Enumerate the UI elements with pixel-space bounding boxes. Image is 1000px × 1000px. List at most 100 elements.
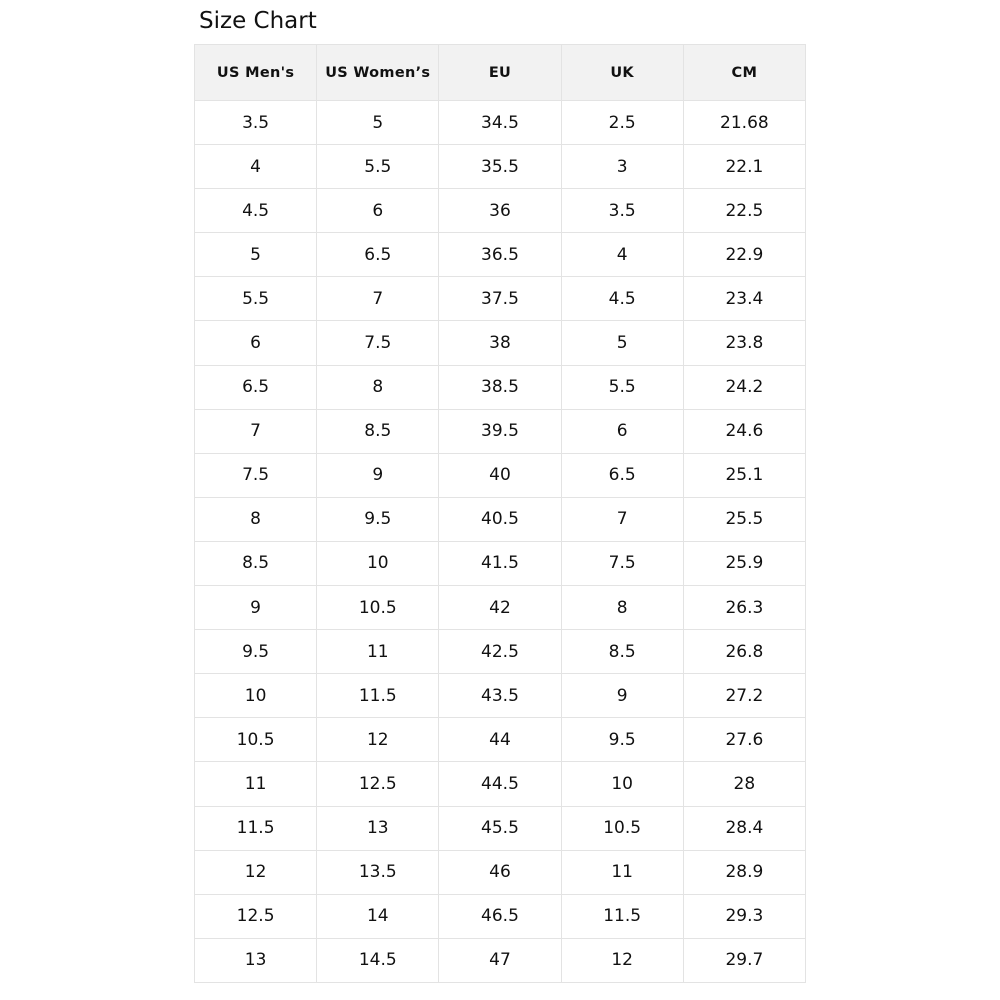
table-cell: 41.5	[438, 540, 562, 587]
table-row: 11 12.5 44.5 10 28	[193, 761, 807, 807]
table-cell: 38.5	[438, 364, 562, 410]
table-cell: 3.5	[193, 99, 318, 146]
table-cell: 36.5	[438, 232, 562, 278]
table-cell: 10.5	[560, 805, 684, 851]
table-cell: 5.5	[560, 364, 684, 410]
table-cell: 3.5	[560, 188, 684, 234]
table-cell: 8.5	[316, 408, 440, 454]
table-cell: 24.2	[682, 364, 807, 410]
table-cell: 28.4	[682, 805, 807, 851]
table-cell: 11	[193, 761, 318, 807]
table-cell: 25.9	[682, 540, 807, 587]
table-cell: 28.9	[682, 849, 807, 895]
table-cell: 39.5	[438, 408, 562, 454]
table-cell: 11	[316, 629, 440, 675]
table-cell: 26.3	[682, 585, 807, 631]
table-header-row: US Men's US Women’s EU UK CM	[193, 44, 807, 101]
table-cell: 8.5	[193, 540, 318, 587]
table-cell: 46.5	[438, 893, 562, 939]
table-row: 6 7.5 38 5 23.8	[193, 320, 807, 366]
table-cell: 10	[316, 540, 440, 587]
table-cell: 9.5	[316, 496, 440, 542]
table-cell: 6.5	[193, 364, 318, 410]
table-cell: 5	[560, 320, 684, 366]
table-cell: 23.8	[682, 320, 807, 366]
page-title: Size Chart	[199, 8, 317, 34]
table-cell: 12	[316, 717, 440, 763]
table-cell: 25.5	[682, 496, 807, 542]
table-cell: 9	[316, 452, 440, 498]
table-cell: 43.5	[438, 673, 562, 719]
table-cell: 4.5	[560, 276, 684, 322]
table-cell: 10	[193, 673, 318, 719]
table-cell: 7.5	[316, 320, 440, 366]
table-cell: 5	[316, 99, 440, 146]
table-cell: 11.5	[560, 893, 684, 939]
column-header: UK	[560, 44, 684, 101]
table-cell: 22.9	[682, 232, 807, 278]
table-row: 9.5 11 42.5 8.5 26.8	[193, 629, 807, 675]
table-cell: 37.5	[438, 276, 562, 322]
table-cell: 6.5	[560, 452, 684, 498]
table-row: 9 10.5 42 8 26.3	[193, 585, 807, 631]
table-cell: 8	[316, 364, 440, 410]
table-row: 6.5 8 38.5 5.5 24.2	[193, 364, 807, 410]
table-cell: 4	[193, 144, 318, 190]
table-cell: 29.3	[682, 893, 807, 939]
table-cell: 10	[560, 761, 684, 807]
column-header: US Men's	[193, 44, 318, 101]
table-cell: 38	[438, 320, 562, 366]
table-cell: 40	[438, 452, 562, 498]
table-cell: 11	[560, 849, 684, 895]
column-header: US Women’s	[316, 44, 440, 101]
table-row: 12 13.5 46 11 28.9	[193, 849, 807, 895]
table-cell: 24.6	[682, 408, 807, 454]
table-cell: 42.5	[438, 629, 562, 675]
table-cell: 7	[316, 276, 440, 322]
table-row: 5 6.5 36.5 4 22.9	[193, 232, 807, 278]
table-cell: 47	[438, 937, 562, 983]
table-row: 8 9.5 40.5 7 25.5	[193, 496, 807, 542]
table-cell: 8	[560, 585, 684, 631]
table-cell: 5.5	[316, 144, 440, 190]
table-cell: 34.5	[438, 99, 562, 146]
table-cell: 12.5	[193, 893, 318, 939]
table-cell: 13	[316, 805, 440, 851]
table-cell: 7	[193, 408, 318, 454]
table-row: 8.5 10 41.5 7.5 25.9	[193, 540, 807, 587]
table-cell: 25.1	[682, 452, 807, 498]
table-cell: 10.5	[316, 585, 440, 631]
table-cell: 22.1	[682, 144, 807, 190]
table-cell: 12.5	[316, 761, 440, 807]
table-cell: 9	[560, 673, 684, 719]
table-cell: 5.5	[193, 276, 318, 322]
table-cell: 35.5	[438, 144, 562, 190]
table-row: 13 14.5 47 12 29.7	[193, 937, 807, 983]
table-cell: 13	[193, 937, 318, 983]
table-row: 4 5.5 35.5 3 22.1	[193, 144, 807, 190]
table-cell: 13.5	[316, 849, 440, 895]
table-cell: 26.8	[682, 629, 807, 675]
table-cell: 6	[316, 188, 440, 234]
table-cell: 3	[560, 144, 684, 190]
table-cell: 14	[316, 893, 440, 939]
table-cell: 46	[438, 849, 562, 895]
table-cell: 36	[438, 188, 562, 234]
table-row: 12.5 14 46.5 11.5 29.3	[193, 893, 807, 939]
table-cell: 44.5	[438, 761, 562, 807]
table-row: 4.5 6 36 3.5 22.5	[193, 188, 807, 234]
size-chart-table: US Men's US Women’s EU UK CM 3.5 5 34.5 2.5 21.6…	[193, 44, 807, 983]
table-row: 10.5 12 44 9.5 27.6	[193, 717, 807, 763]
table-cell: 12	[193, 849, 318, 895]
table-cell: 5	[193, 232, 318, 278]
column-header: EU	[438, 44, 562, 101]
table-cell: 9.5	[193, 629, 318, 675]
table-cell: 6	[193, 320, 318, 366]
table-cell: 8.5	[560, 629, 684, 675]
table-cell: 9	[193, 585, 318, 631]
table-cell: 7.5	[560, 540, 684, 587]
table-cell: 27.6	[682, 717, 807, 763]
table-cell: 40.5	[438, 496, 562, 542]
table-cell: 28	[682, 761, 807, 807]
table-cell: 11.5	[316, 673, 440, 719]
